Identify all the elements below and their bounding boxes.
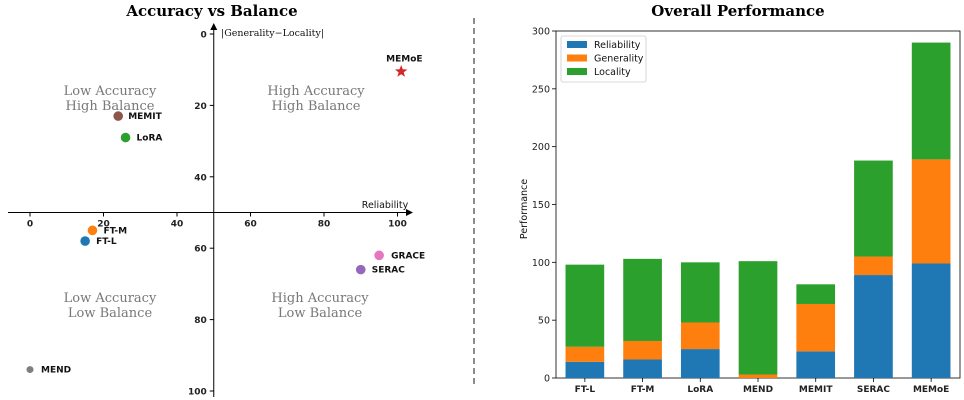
x-tick-label: 0: [27, 220, 33, 230]
bar-legend: Reliability Generality Locality: [560, 35, 647, 83]
bar-x-tick-label: MEMoE: [913, 385, 949, 395]
bar-segment-reliability-ft-l: [565, 361, 605, 378]
bar-y-tick-label: 0: [544, 374, 550, 385]
scatter-point-lora: [120, 132, 131, 143]
y-tick-label: 40: [194, 173, 207, 183]
bar-segment-locality-ft-l: [565, 264, 605, 347]
x-tick-label: 100: [388, 220, 407, 230]
bar-segment-generality-ft-m: [623, 340, 662, 360]
bar-y-tick-label: 300: [532, 27, 550, 38]
bar-x-tick-label: FT-M: [631, 385, 655, 395]
scatter-point-serac: [355, 264, 366, 275]
x-axis-arrow: [406, 209, 413, 216]
bar-bars: [565, 42, 951, 378]
scatter-point-label: LoRA: [137, 134, 163, 144]
bar-x-tick-label: MEMIT: [799, 385, 833, 395]
quadrant-annotation-line1: High Accuracy: [267, 84, 365, 99]
y-tick-label: 0: [200, 31, 206, 41]
scatter-point-ft-m: [87, 225, 98, 236]
y-tick-label: 80: [194, 316, 207, 326]
bar-segment-locality-ft-m: [623, 258, 662, 341]
y-tick-label: 100: [188, 388, 207, 398]
scatter-point-label: GRACE: [391, 251, 425, 261]
scatter-chart: Accuracy vs Balance 0 20 40 60 80 100 0 20 40 60 8…: [8, 2, 425, 398]
bar-segment-reliability-lora: [680, 349, 720, 378]
bar-segment-generality-ft-l: [565, 346, 605, 362]
scatter-xlabel: Reliability: [362, 200, 409, 211]
bar-ticks: 0 50 100 150 200 250 300 FT-L FT-M LoRA MEND MEMIT S…: [532, 27, 949, 396]
quadrant-annotation-line1: Low Accuracy: [64, 291, 157, 306]
scatter-point-memit: [113, 111, 123, 121]
bar-segment-generality-serac: [854, 256, 893, 276]
scatter-point-ft-l: [80, 236, 90, 246]
x-tick-label: 80: [318, 220, 331, 230]
quadrant-annotation-line2: Low Balance: [278, 306, 363, 321]
bar-segment-reliability-serac: [854, 275, 893, 378]
quadrant-annotation-line2: Low Balance: [68, 306, 153, 321]
legend-label-locality: Locality: [594, 67, 631, 78]
bar-y-tick-label: 200: [532, 142, 550, 153]
y-axis-arrow: [210, 23, 218, 30]
legend-swatch-reliability: [567, 41, 587, 48]
scatter-title: Accuracy vs Balance: [125, 2, 297, 20]
bar-ylabel: Performance: [519, 179, 530, 239]
bar-x-tick-label: SERAC: [857, 385, 891, 395]
scatter-point-memoe: [394, 64, 408, 77]
legend-swatch-locality: [567, 68, 587, 75]
bar-x-tick-label: LoRA: [687, 385, 713, 395]
quadrant-annotation-line2: High Balance: [66, 99, 155, 114]
scatter-ticks: 0 20 40 60 80 100 0 20 40 60 80 100: [27, 31, 407, 398]
bar-segment-generality-memoe: [911, 159, 951, 264]
quadrant-annotation-line1: Low Accuracy: [64, 84, 157, 99]
y-tick-label: 60: [194, 245, 207, 255]
legend-label-reliability: Reliability: [594, 40, 641, 51]
bar-segment-generality-memit: [796, 303, 836, 352]
bar-segment-reliability-memoe: [911, 263, 951, 378]
scatter-point-label: MEND: [41, 366, 71, 376]
x-tick-label: 60: [244, 220, 257, 230]
bar-title: Overall Performance: [651, 2, 824, 20]
bar-segment-reliability-ft-m: [623, 359, 662, 378]
quadrant-annotation-line1: High Accuracy: [271, 291, 369, 306]
scatter-ylabel: |Generality−Locality|: [221, 28, 324, 39]
scatter-point-label: MEMIT: [128, 112, 162, 122]
bar-segment-reliability-memit: [796, 351, 836, 378]
bar-segment-locality-memit: [796, 284, 836, 304]
bar-segment-locality-lora: [680, 262, 720, 323]
quadrant-annotation-line2: High Balance: [272, 99, 361, 114]
legend-label-generality: Generality: [594, 54, 644, 65]
bar-x-tick-label: MEND: [743, 385, 773, 395]
scatter-point-label: MEMoE: [386, 54, 422, 64]
bar-segment-locality-mend: [738, 261, 778, 375]
bar-segment-locality-serac: [854, 160, 893, 257]
bar-segment-generality-lora: [680, 322, 720, 350]
x-tick-label: 40: [171, 220, 184, 230]
y-tick-label: 20: [194, 102, 207, 112]
bar-x-tick-label: FT-L: [575, 385, 596, 395]
scatter-point-grace: [374, 250, 384, 261]
x-tick-label: 20: [97, 220, 110, 230]
scatter-point-label: SERAC: [372, 266, 406, 276]
scatter-points: MEMoE MEMIT LoRA FT-MFT-L GRACE SERAC MEND: [26, 54, 425, 376]
bar-chart: Overall Performance 0 50 100 150 200 250 300 FT…: [519, 2, 961, 396]
scatter-point-label: FT-L: [96, 237, 117, 247]
bar-y-tick-label: 150: [532, 200, 550, 211]
legend-swatch-generality: [567, 54, 587, 62]
bar-y-tick-label: 50: [538, 316, 550, 327]
scatter-point-label: FT-M: [103, 226, 127, 236]
scatter-axes: [8, 23, 413, 397]
bar-segment-generality-mend: [738, 374, 778, 378]
bar-y-tick-label: 250: [532, 84, 550, 95]
scatter-point-mend: [26, 366, 34, 374]
bar-y-tick-label: 100: [532, 258, 550, 269]
bar-segment-locality-memoe: [911, 42, 951, 160]
